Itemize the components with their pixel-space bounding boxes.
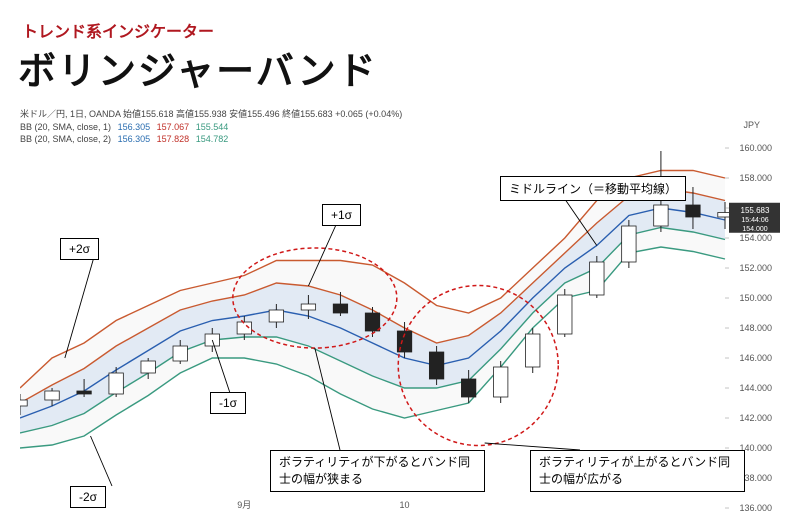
svg-text:160.000: 160.000 <box>739 143 772 153</box>
svg-text:154.000: 154.000 <box>739 233 772 243</box>
svg-text:10: 10 <box>400 500 410 510</box>
label-wide: ボラティリティが上がるとバンド同士の幅が広がる <box>530 450 745 492</box>
svg-text:152.000: 152.000 <box>739 263 772 273</box>
svg-text:155.683: 155.683 <box>741 206 770 215</box>
svg-text:148.000: 148.000 <box>739 323 772 333</box>
svg-text:144.000: 144.000 <box>739 383 772 393</box>
label-narrow: ボラティリティが下がるとバンド同士の幅が狭まる <box>270 450 485 492</box>
label-minus1: -1σ <box>210 392 246 414</box>
label-plus2: +2σ <box>60 238 99 260</box>
label-minus2: -2σ <box>70 486 106 508</box>
svg-text:15:44:06: 15:44:06 <box>741 217 768 224</box>
svg-text:136.000: 136.000 <box>739 503 772 513</box>
svg-text:9月: 9月 <box>237 500 251 510</box>
subtitle: トレンド系インジケーター <box>22 18 214 42</box>
svg-text:150.000: 150.000 <box>739 293 772 303</box>
svg-text:142.000: 142.000 <box>739 413 772 423</box>
svg-text:158.000: 158.000 <box>739 173 772 183</box>
svg-text:154.000: 154.000 <box>742 226 767 233</box>
svg-text:JPY: JPY <box>743 120 760 130</box>
svg-text:146.000: 146.000 <box>739 353 772 363</box>
page-title: ボリンジャーバンド <box>18 40 378 95</box>
label-middle: ミドルライン（＝移動平均線） <box>500 176 686 201</box>
label-plus1: +1σ <box>322 204 361 226</box>
